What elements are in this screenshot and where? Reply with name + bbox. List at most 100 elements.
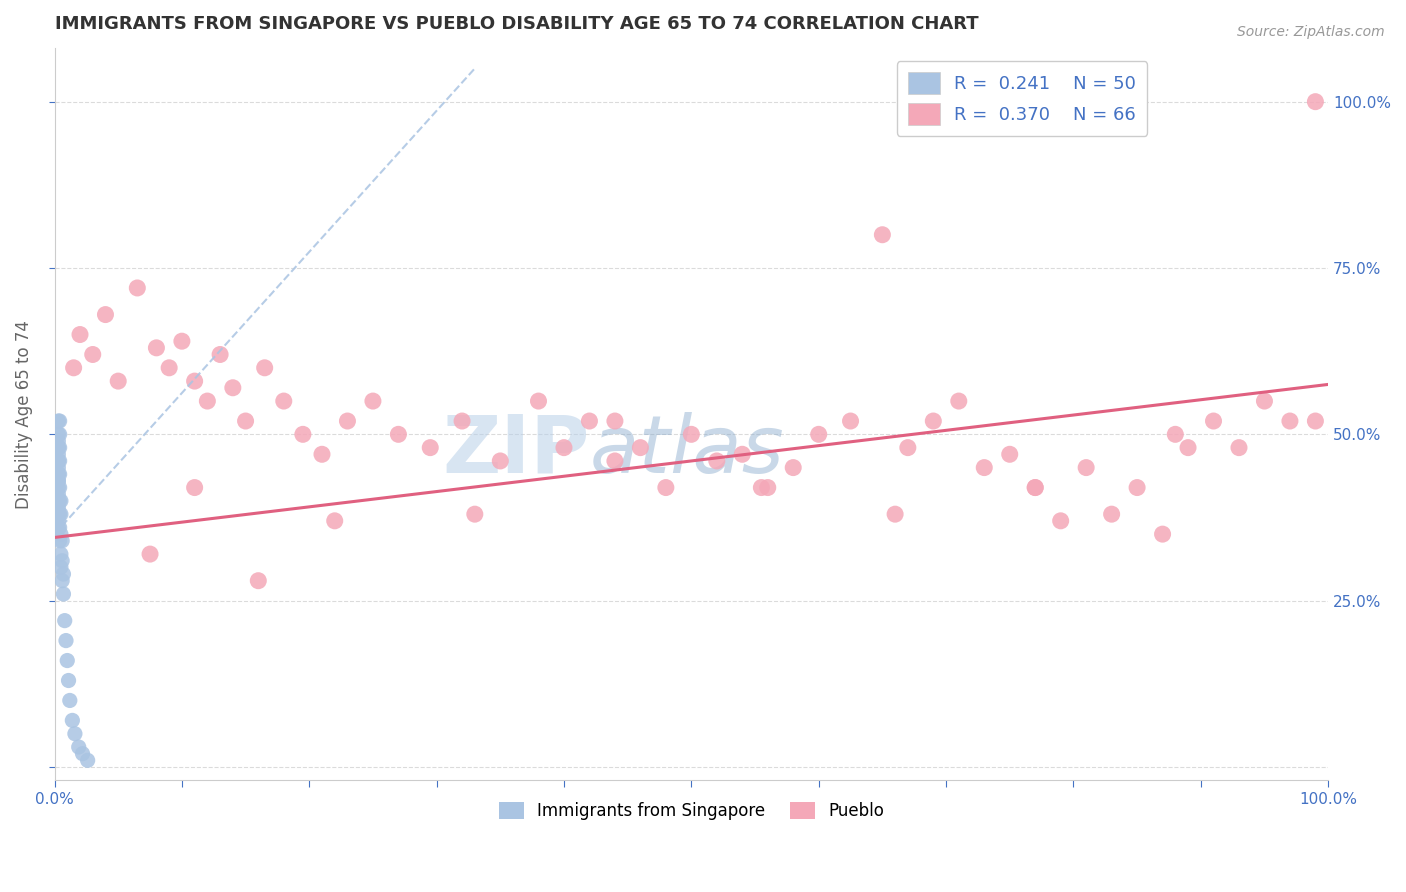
Point [603,454,626,468]
Point [69,327,91,342]
Point [46,467,69,482]
Point [183,374,205,388]
Point [336,414,359,428]
Point [222,381,245,395]
Point [1024,481,1046,495]
Point [46,500,69,515]
Point [67,739,90,754]
Point [1126,481,1149,495]
Point [48,454,70,468]
Point [60,714,83,728]
Point [157,360,180,375]
Point [170,334,193,348]
Point [94,308,117,322]
Point [52,587,75,601]
Point [62,360,84,375]
Point [839,414,862,428]
Text: atlas: atlas [589,412,785,490]
Point [46,514,69,528]
Point [1152,527,1174,541]
Point [872,227,894,242]
Point [1164,427,1187,442]
Point [49,527,72,541]
Point [451,414,474,428]
Point [49,560,72,574]
Point [46,447,69,461]
Y-axis label: Disability Age 65 to 74: Disability Age 65 to 74 [15,320,32,508]
Point [1177,441,1199,455]
Point [1278,414,1301,428]
Point [1227,441,1250,455]
Point [48,427,70,442]
Point [998,447,1021,461]
Point [58,673,80,688]
Point [1101,507,1123,521]
Point [46,460,69,475]
Point [948,394,970,409]
Legend: Immigrants from Singapore, Pueblo: Immigrants from Singapore, Pueblo [492,796,891,827]
Point [578,414,600,428]
Point [48,467,70,482]
Point [46,481,69,495]
Point [139,547,162,561]
Point [195,394,218,409]
Point [46,520,69,534]
Point [731,447,754,461]
Text: IMMIGRANTS FROM SINGAPORE VS PUEBLO DISABILITY AGE 65 TO 74 CORRELATION CHART: IMMIGRANTS FROM SINGAPORE VS PUEBLO DISA… [55,15,979,33]
Point [72,747,94,761]
Point [489,454,512,468]
Point [387,427,409,442]
Point [46,474,69,488]
Point [922,414,945,428]
Point [51,533,73,548]
Point [253,360,276,375]
Point [49,547,72,561]
Point [323,514,346,528]
Point [46,467,69,482]
Point [884,507,907,521]
Point [897,441,920,455]
Point [46,487,69,501]
Point [527,394,550,409]
Point [361,394,384,409]
Point [419,441,441,455]
Text: ZIP: ZIP [443,412,589,490]
Point [291,427,314,442]
Point [1076,460,1098,475]
Point [127,281,149,295]
Point [63,727,86,741]
Point [973,460,995,475]
Point [46,494,69,508]
Point [655,481,678,495]
Point [46,427,69,442]
Point [49,507,72,521]
Point [46,441,69,455]
Point [48,507,70,521]
Point [59,693,82,707]
Point [1024,481,1046,495]
Point [48,441,70,455]
Point [46,441,69,455]
Point [46,434,69,448]
Point [553,441,575,455]
Point [782,460,804,475]
Point [76,753,98,767]
Text: Source: ZipAtlas.com: Source: ZipAtlas.com [1237,25,1385,39]
Point [751,481,773,495]
Point [46,414,69,428]
Point [52,567,75,582]
Point [247,574,270,588]
Point [807,427,830,442]
Point [756,481,779,495]
Point [48,520,70,534]
Point [235,414,257,428]
Point [145,341,167,355]
Point [46,474,69,488]
Point [48,481,70,495]
Point [53,614,76,628]
Point [681,427,703,442]
Point [55,633,77,648]
Point [46,454,69,468]
Point [46,507,69,521]
Point [48,533,70,548]
